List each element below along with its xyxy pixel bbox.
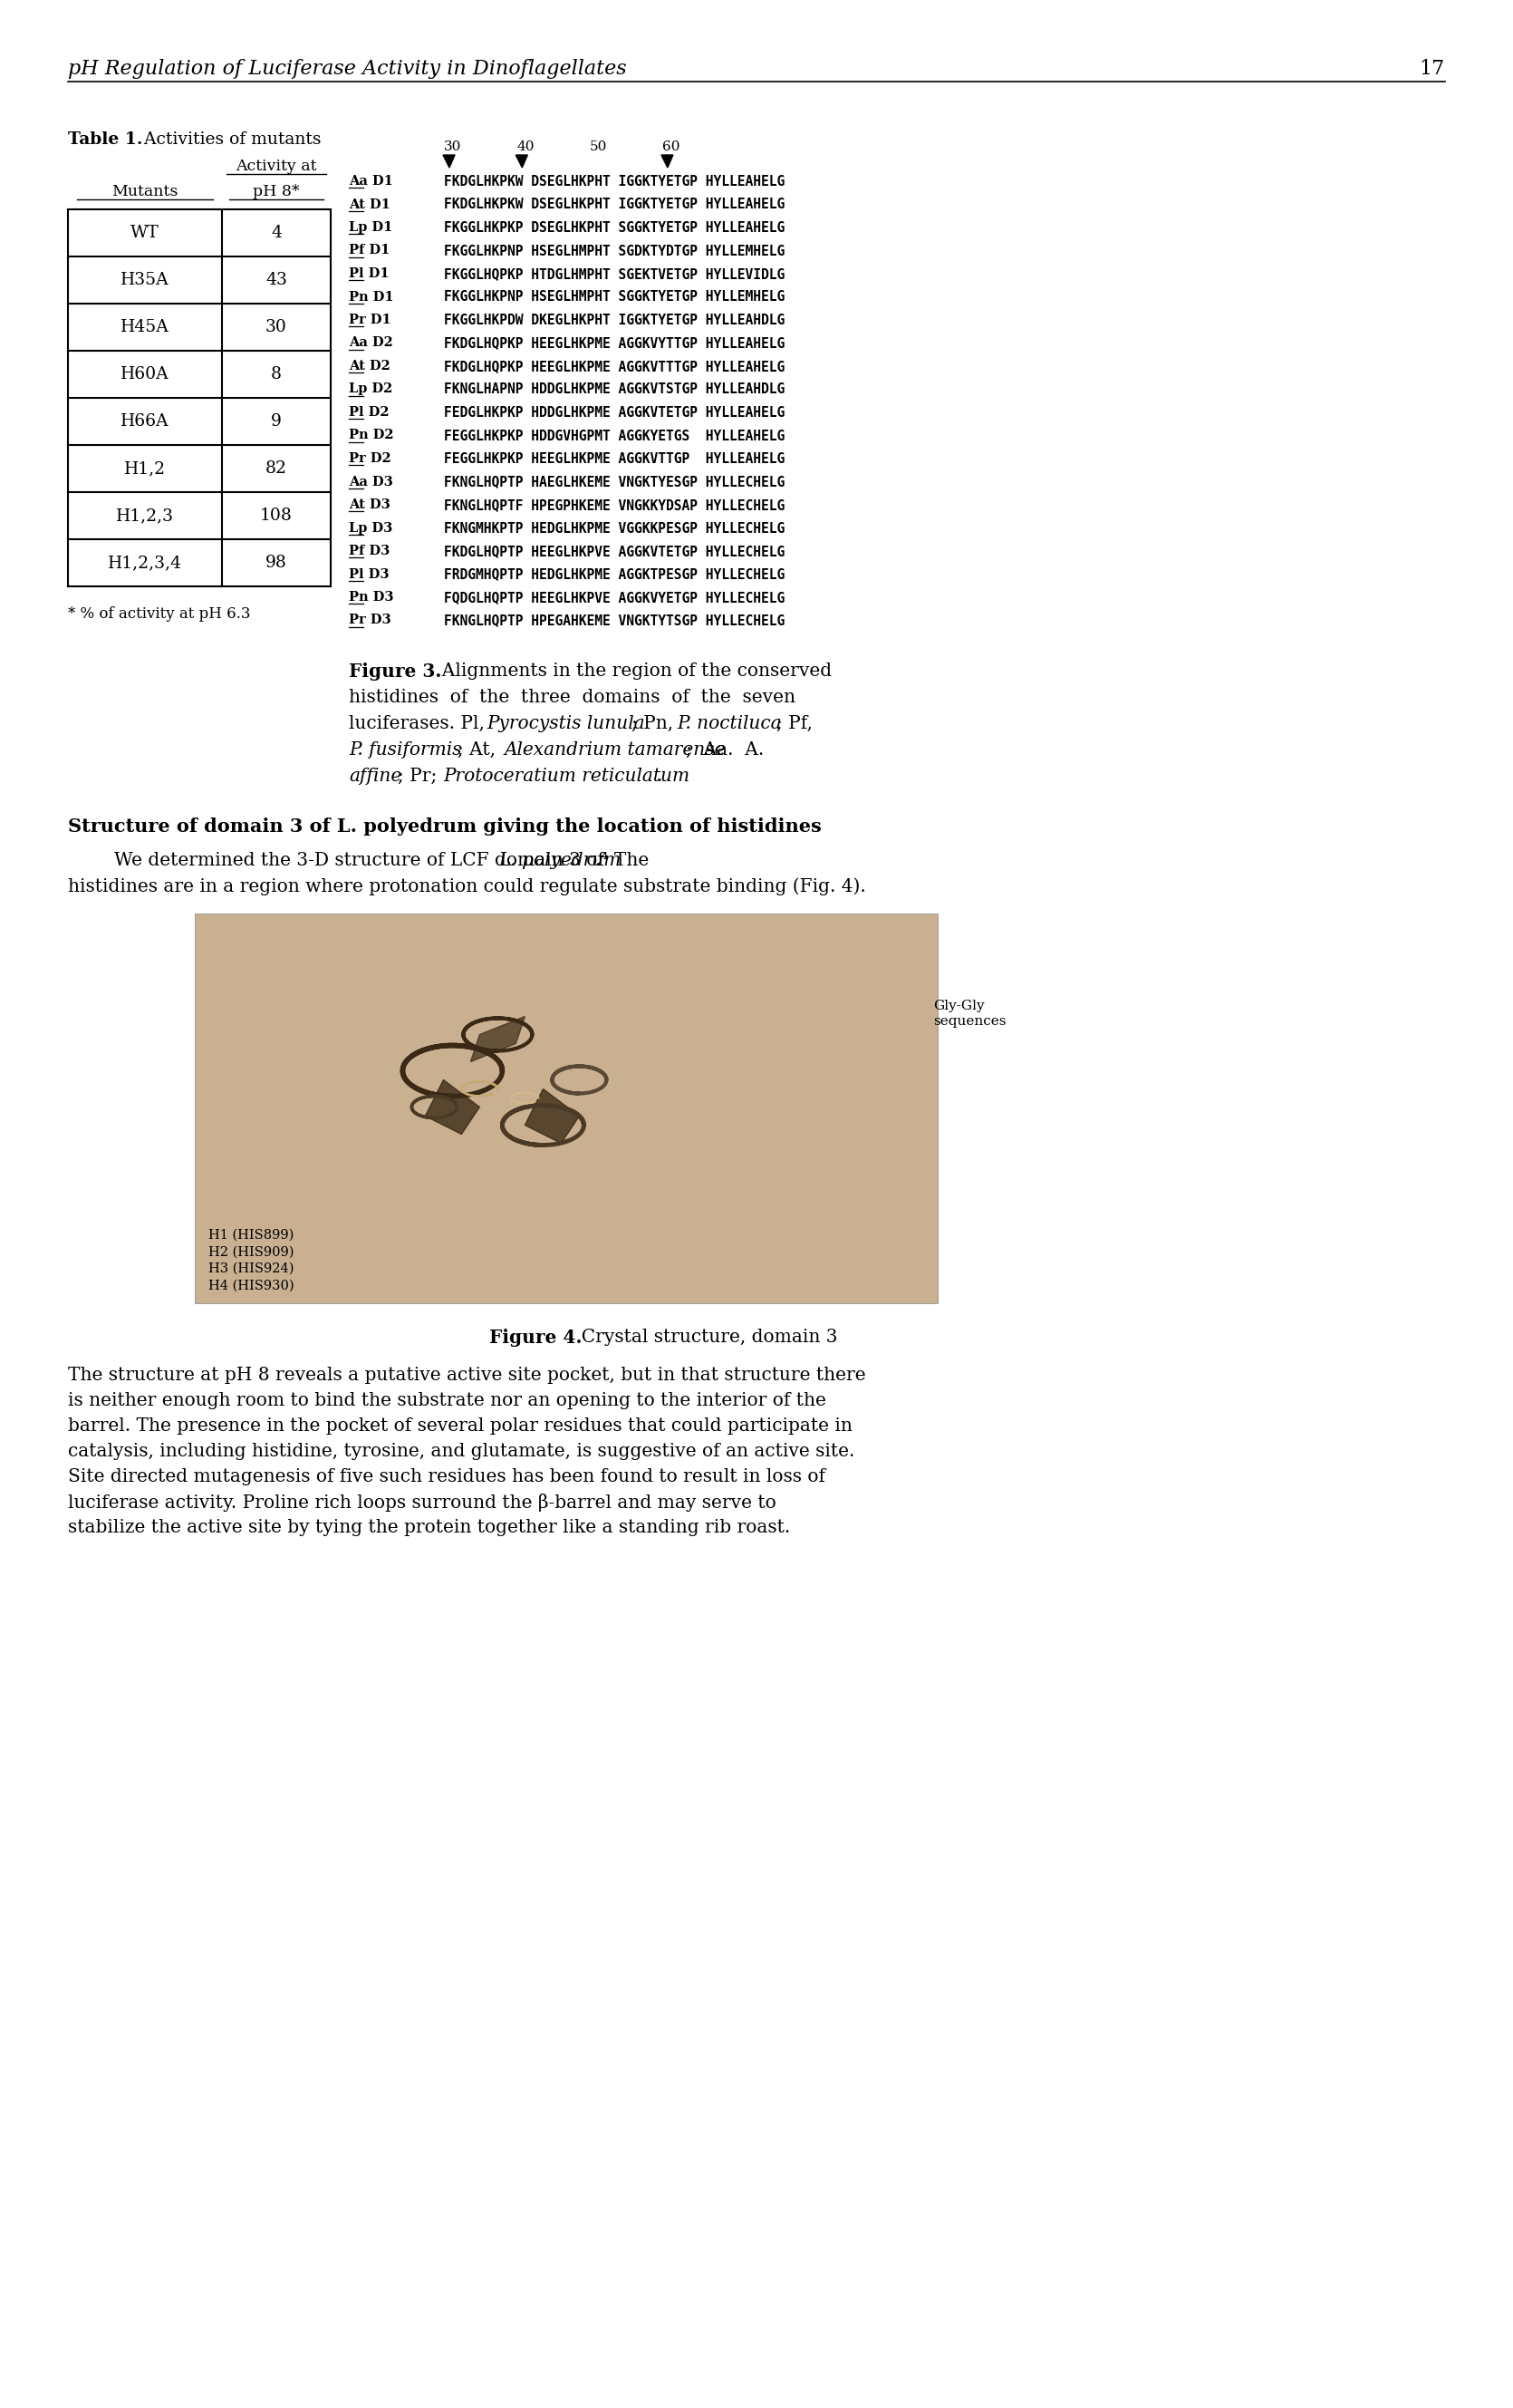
Text: affine: affine — [350, 768, 401, 785]
Text: Lp D2: Lp D2 — [350, 383, 393, 395]
Text: luciferases. Pl,: luciferases. Pl, — [350, 715, 490, 732]
Text: H1,2,3: H1,2,3 — [117, 508, 174, 525]
FancyBboxPatch shape — [195, 913, 938, 1303]
Text: FKDGLHKPKW DSEGLHKPHT IGGKTYETGP HYLLEAHELG: FKDGLHKPKW DSEGLHKPHT IGGKTYETGP HYLLEAH… — [443, 176, 785, 188]
Text: histidines are in a region where protonation could regulate substrate binding (F: histidines are in a region where protona… — [68, 877, 865, 896]
Text: Figure 3.: Figure 3. — [350, 662, 442, 681]
Text: Pr D2: Pr D2 — [350, 453, 392, 465]
Text: Pn D1: Pn D1 — [350, 291, 393, 303]
Text: ;  Aa.  A.: ; Aa. A. — [685, 742, 764, 759]
Text: Mutants: Mutants — [112, 183, 179, 200]
Text: FKGGLHKPDW DKEGLHKPHT IGGKTYETGP HYLLEAHDLG: FKGGLHKPDW DKEGLHKPHT IGGKTYETGP HYLLEAH… — [443, 313, 785, 327]
Text: ; Pr;: ; Pr; — [398, 768, 443, 785]
Text: Aa D2: Aa D2 — [350, 337, 393, 349]
Text: FKGGLHQPKP HTDGLHMPHT SGEKTVETGP HYLLEVIDLG: FKGGLHQPKP HTDGLHMPHT SGEKTVETGP HYLLEVI… — [443, 267, 785, 282]
Text: sequences: sequences — [934, 1016, 1006, 1028]
Text: H45A: H45A — [121, 318, 169, 335]
Text: L. polyedrum: L. polyedrum — [498, 852, 620, 869]
Text: ; At,: ; At, — [457, 742, 501, 759]
Text: 43: 43 — [265, 272, 287, 289]
Text: FKDGLHQPKP HEEGLHKPME AGGKVYTTGP HYLLEAHELG: FKDGLHQPKP HEEGLHKPME AGGKVYTTGP HYLLEAH… — [443, 337, 785, 349]
Text: 98: 98 — [265, 554, 287, 571]
Text: 9: 9 — [271, 414, 281, 429]
Polygon shape — [525, 1088, 579, 1144]
Text: FEGGLHKPKP HEEGLHKPME AGGKVTTGP  HYLLEAHELG: FEGGLHKPKP HEEGLHKPME AGGKVTTGP HYLLEAHE… — [443, 453, 785, 465]
Text: histidines  of  the  three  domains  of  the  seven: histidines of the three domains of the s… — [350, 689, 796, 706]
Text: P. fusiformis: P. fusiformis — [350, 742, 461, 759]
Text: Activity at: Activity at — [236, 159, 316, 173]
Text: FKNGMHKPTP HEDGLHKPME VGGKKPESGP HYLLECHELG: FKNGMHKPTP HEDGLHKPME VGGKKPESGP HYLLECH… — [443, 523, 785, 535]
Text: Crystal structure, domain 3: Crystal structure, domain 3 — [570, 1329, 838, 1346]
Text: 17: 17 — [1419, 58, 1445, 79]
Text: Structure of domain 3 of L. polyedrum giving the location of histidines: Structure of domain 3 of L. polyedrum gi… — [68, 816, 822, 836]
Text: 8: 8 — [271, 366, 281, 383]
Text: Lp D1: Lp D1 — [350, 222, 393, 234]
Text: At D3: At D3 — [350, 498, 390, 510]
Text: FEDGLHKPKP HDDGLHKPME AGGKVTETGP HYLLEAHELG: FEDGLHKPKP HDDGLHKPME AGGKVTETGP HYLLEAH… — [443, 407, 785, 419]
Text: FKGGLHKPNP HSEGLHMPHT SGGKTYETGP HYLLEMHELG: FKGGLHKPNP HSEGLHMPHT SGGKTYETGP HYLLEMH… — [443, 291, 785, 303]
Text: Pf D1: Pf D1 — [350, 243, 390, 258]
Text: is neither enough room to bind the substrate nor an opening to the interior of t: is neither enough room to bind the subst… — [68, 1392, 826, 1409]
Text: P. noctiluca: P. noctiluca — [676, 715, 782, 732]
Text: H66A: H66A — [121, 414, 169, 429]
Text: H35A: H35A — [121, 272, 169, 289]
Polygon shape — [516, 154, 528, 169]
Text: Aa D3: Aa D3 — [350, 474, 393, 489]
Text: Lp D3: Lp D3 — [350, 523, 392, 535]
Text: Pl D2: Pl D2 — [350, 407, 389, 419]
Text: 40: 40 — [516, 140, 534, 154]
Text: Alexandrium tamarense: Alexandrium tamarense — [505, 742, 726, 759]
Text: FKGGLHKPNP HSEGLHMPHT SGDKTYDTGP HYLLEMHELG: FKGGLHKPNP HSEGLHMPHT SGDKTYDTGP HYLLEMH… — [443, 243, 785, 258]
Text: WT: WT — [130, 224, 159, 241]
Text: pH 8*: pH 8* — [253, 183, 300, 200]
Polygon shape — [425, 1079, 480, 1134]
Text: * % of activity at pH 6.3: * % of activity at pH 6.3 — [68, 607, 251, 621]
Text: FEGGLHKPKP HDDGVHGPMT AGGKYETGS  HYLLEAHELG: FEGGLHKPKP HDDGVHGPMT AGGKYETGS HYLLEAHE… — [443, 429, 785, 443]
Text: Pn D2: Pn D2 — [350, 429, 393, 441]
Text: H60A: H60A — [121, 366, 169, 383]
Text: Alignments in the region of the conserved: Alignments in the region of the conserve… — [430, 662, 832, 679]
Text: Pr D3: Pr D3 — [350, 614, 390, 626]
Text: 30: 30 — [443, 140, 461, 154]
Text: FKDGLHQPTP HEEGLHKPVE AGGKVTETGP HYLLECHELG: FKDGLHQPTP HEEGLHKPVE AGGKVTETGP HYLLECH… — [443, 544, 785, 559]
Text: Figure 4.: Figure 4. — [489, 1329, 583, 1346]
Text: The structure at pH 8 reveals a putative active site pocket, but in that structu: The structure at pH 8 reveals a putative… — [68, 1368, 865, 1385]
Text: FKNGLHQPTP HPEGAHKEME VNGKTYTSGP HYLLECHELG: FKNGLHQPTP HPEGAHKEME VNGKTYTSGP HYLLECH… — [443, 614, 785, 628]
Text: Pl D3: Pl D3 — [350, 568, 389, 580]
Text: FQDGLHQPTP HEEGLHKPVE AGGKVYETGP HYLLECHELG: FQDGLHQPTP HEEGLHKPVE AGGKVYETGP HYLLECH… — [443, 590, 785, 604]
Text: pH Regulation of Luciferase Activity in Dinoflagellates: pH Regulation of Luciferase Activity in … — [68, 58, 626, 79]
Text: FKNGLHAPNP HDDGLHKPME AGGKVTSTGP HYLLEAHDLG: FKNGLHAPNP HDDGLHKPME AGGKVTSTGP HYLLEAH… — [443, 383, 785, 397]
Text: luciferase activity. Proline rich loops surround the β-barrel and may serve to: luciferase activity. Proline rich loops … — [68, 1493, 776, 1512]
Text: Pyrocystis lunula: Pyrocystis lunula — [487, 715, 645, 732]
Text: Gly-Gly: Gly-Gly — [934, 999, 985, 1011]
Text: FKDGLHKPKW DSEGLHKPHT IGGKTYETGP HYLLEAHELG: FKDGLHKPKW DSEGLHKPHT IGGKTYETGP HYLLEAH… — [443, 197, 785, 212]
Polygon shape — [471, 1016, 525, 1062]
Text: barrel. The presence in the pocket of several polar residues that could particip: barrel. The presence in the pocket of se… — [68, 1418, 852, 1435]
Text: FKDGLHQPKP HEEGLHKPME AGGKVTTTGP HYLLEAHELG: FKDGLHQPKP HEEGLHKPME AGGKVTTTGP HYLLEAH… — [443, 359, 785, 373]
Text: 30: 30 — [265, 318, 287, 335]
Text: Pn D3: Pn D3 — [350, 590, 393, 604]
Text: Activities of mutants: Activities of mutants — [139, 132, 321, 147]
Text: Pr D1: Pr D1 — [350, 313, 392, 325]
Text: At D1: At D1 — [350, 197, 390, 212]
Text: FKNGLHQPTF HPEGPHKEME VNGKKYDSAP HYLLECHELG: FKNGLHQPTF HPEGPHKEME VNGKKYDSAP HYLLECH… — [443, 498, 785, 513]
Text: 60: 60 — [663, 140, 679, 154]
Text: .⁴ The: .⁴ The — [595, 852, 649, 869]
Text: ; Pn,: ; Pn, — [631, 715, 679, 732]
Text: 108: 108 — [260, 508, 292, 525]
Text: Pf D3: Pf D3 — [350, 544, 390, 556]
Text: .: . — [657, 768, 661, 785]
Text: At D2: At D2 — [350, 359, 390, 373]
Polygon shape — [661, 154, 673, 169]
Text: FKGGLHKPKP DSEGLHKPHT SGGKTYETGP HYLLEAHELG: FKGGLHKPKP DSEGLHKPHT SGGKTYETGP HYLLEAH… — [443, 222, 785, 234]
Text: Pl D1: Pl D1 — [350, 267, 389, 279]
Text: Protoceratium reticulatum: Protoceratium reticulatum — [443, 768, 690, 785]
Text: 50: 50 — [590, 140, 607, 154]
Text: H1 (HIS899)
H2 (HIS909)
H3 (HIS924)
H4 (HIS930): H1 (HIS899) H2 (HIS909) H3 (HIS924) H4 (… — [209, 1228, 294, 1291]
Text: Site directed mutagenesis of five such residues has been found to result in loss: Site directed mutagenesis of five such r… — [68, 1469, 826, 1486]
Text: H1,2,3,4: H1,2,3,4 — [107, 554, 182, 571]
Text: ; Pf,: ; Pf, — [776, 715, 812, 732]
Text: FKNGLHQPTP HAEGLHKEME VNGKTYESGP HYLLECHELG: FKNGLHQPTP HAEGLHKEME VNGKTYESGP HYLLECH… — [443, 474, 785, 489]
Text: Table 1.: Table 1. — [68, 132, 142, 147]
Text: FRDGMHQPTP HEDGLHKPME AGGKTPESGP HYLLECHELG: FRDGMHQPTP HEDGLHKPME AGGKTPESGP HYLLECH… — [443, 568, 785, 580]
